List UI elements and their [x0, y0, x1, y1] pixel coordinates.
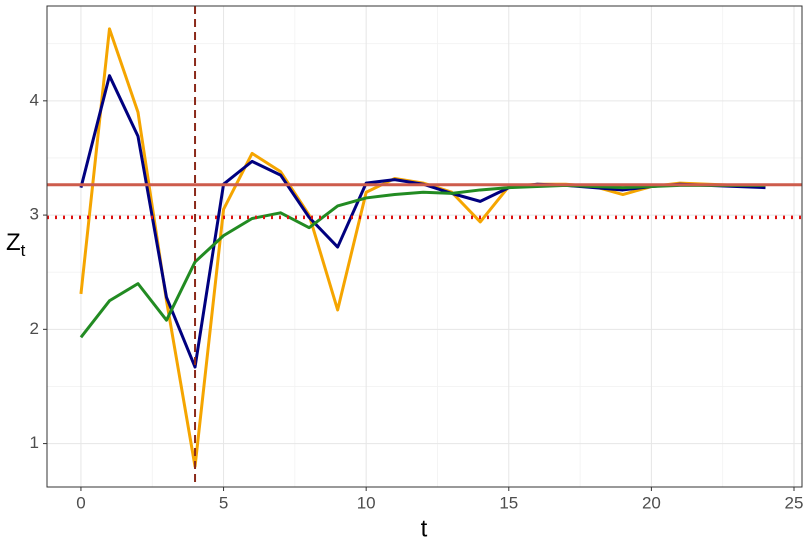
y-tick-label: 3	[30, 205, 39, 224]
x-tick-label: 20	[642, 493, 661, 512]
x-tick-label: 25	[785, 493, 804, 512]
y-tick-label: 2	[30, 319, 39, 338]
series-line	[79, 183, 766, 339]
y-label-main: Z	[6, 229, 21, 256]
series-line	[79, 74, 766, 369]
y-axis-label: Zt	[6, 229, 26, 260]
x-tick-label: 10	[357, 493, 376, 512]
y-tick-label: 1	[30, 433, 39, 452]
x-tick-label: 15	[499, 493, 518, 512]
plot-border	[46, 5, 803, 488]
series-line	[79, 27, 766, 468]
y-tick-label: 4	[30, 90, 39, 109]
x-tick-label: 0	[76, 493, 85, 512]
x-tick-label: 5	[219, 493, 228, 512]
x-axis-label: t	[421, 515, 428, 542]
y-label-subscript: t	[21, 241, 26, 260]
